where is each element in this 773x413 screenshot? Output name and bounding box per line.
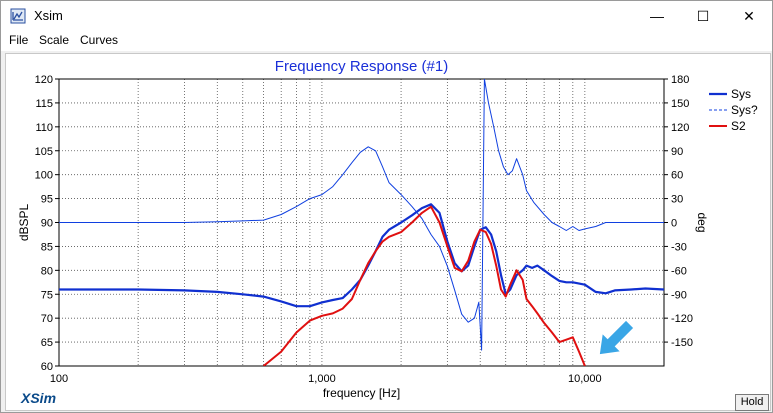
- y2-tick-label: -90: [671, 289, 687, 301]
- y-tick-label: 85: [41, 241, 53, 253]
- y2-tick-label: 90: [671, 146, 683, 158]
- menu-curves[interactable]: Curves: [80, 33, 119, 47]
- legend-label: Sys?: [731, 103, 758, 117]
- y2-tick-label: 150: [671, 98, 689, 110]
- hold-button[interactable]: Hold: [735, 394, 769, 411]
- y2-tick-label: 180: [671, 74, 689, 86]
- window-title: Xsim: [34, 8, 63, 23]
- series-line-s2: [262, 205, 586, 366]
- y-tick-label: 90: [41, 218, 53, 230]
- minimize-button[interactable]: —: [634, 1, 680, 31]
- close-button[interactable]: ✕: [726, 1, 772, 31]
- y-tick-label: 75: [41, 289, 53, 301]
- series-line-sys: [59, 203, 664, 308]
- y2-tick-label: 120: [671, 122, 689, 134]
- legend-label: Sys: [731, 87, 751, 101]
- y-tick-label: 95: [41, 194, 53, 206]
- y-tick-label: 60: [41, 361, 53, 373]
- legend-label: S2: [731, 119, 746, 133]
- y-tick-label: 80: [41, 265, 53, 277]
- minimize-icon: —: [650, 8, 664, 24]
- maximize-button[interactable]: ☐: [680, 1, 726, 31]
- pointer-arrow-icon: [599, 320, 634, 355]
- y-axis-label: dBSPL: [17, 203, 31, 241]
- chart-title: Frequency Response (#1): [275, 58, 448, 75]
- y-tick-label: 115: [35, 98, 53, 110]
- y-tick-label: 105: [35, 146, 53, 158]
- close-icon: ✕: [743, 7, 755, 24]
- x-tick-label: 10,000: [568, 373, 602, 385]
- y2-tick-label: -120: [671, 313, 693, 325]
- x-axis-label: frequency [Hz]: [323, 386, 400, 400]
- maximize-icon: ☐: [696, 7, 710, 24]
- arrow-shape: [599, 320, 634, 355]
- x-tick-label: 100: [50, 373, 68, 385]
- y2-tick-label: 0: [671, 218, 677, 230]
- menu-file[interactable]: File: [9, 33, 29, 47]
- y2-tick-label: 60: [671, 170, 683, 182]
- menu-scale[interactable]: Scale: [39, 33, 70, 47]
- y-tick-label: 100: [35, 170, 53, 182]
- menu-bar: File Scale Curves: [1, 31, 772, 51]
- y2-axis-label: deg: [695, 212, 709, 232]
- y2-tick-label: -30: [671, 241, 687, 253]
- y2-tick-label: -60: [671, 265, 687, 277]
- y2-tick-label: 30: [671, 194, 683, 206]
- series-line-sys-: [59, 79, 664, 351]
- y-tick-label: 65: [41, 337, 53, 349]
- x-tick-label: 1,000: [308, 373, 336, 385]
- y-tick-label: 110: [35, 122, 53, 134]
- y-tick-label: 70: [41, 313, 53, 325]
- y-tick-label: 120: [35, 74, 53, 86]
- y2-tick-label: -150: [671, 337, 693, 349]
- app-icon: [10, 8, 26, 24]
- xsim-logo: XSim: [21, 390, 57, 406]
- title-bar: Xsim — ☐ ✕: [1, 1, 772, 31]
